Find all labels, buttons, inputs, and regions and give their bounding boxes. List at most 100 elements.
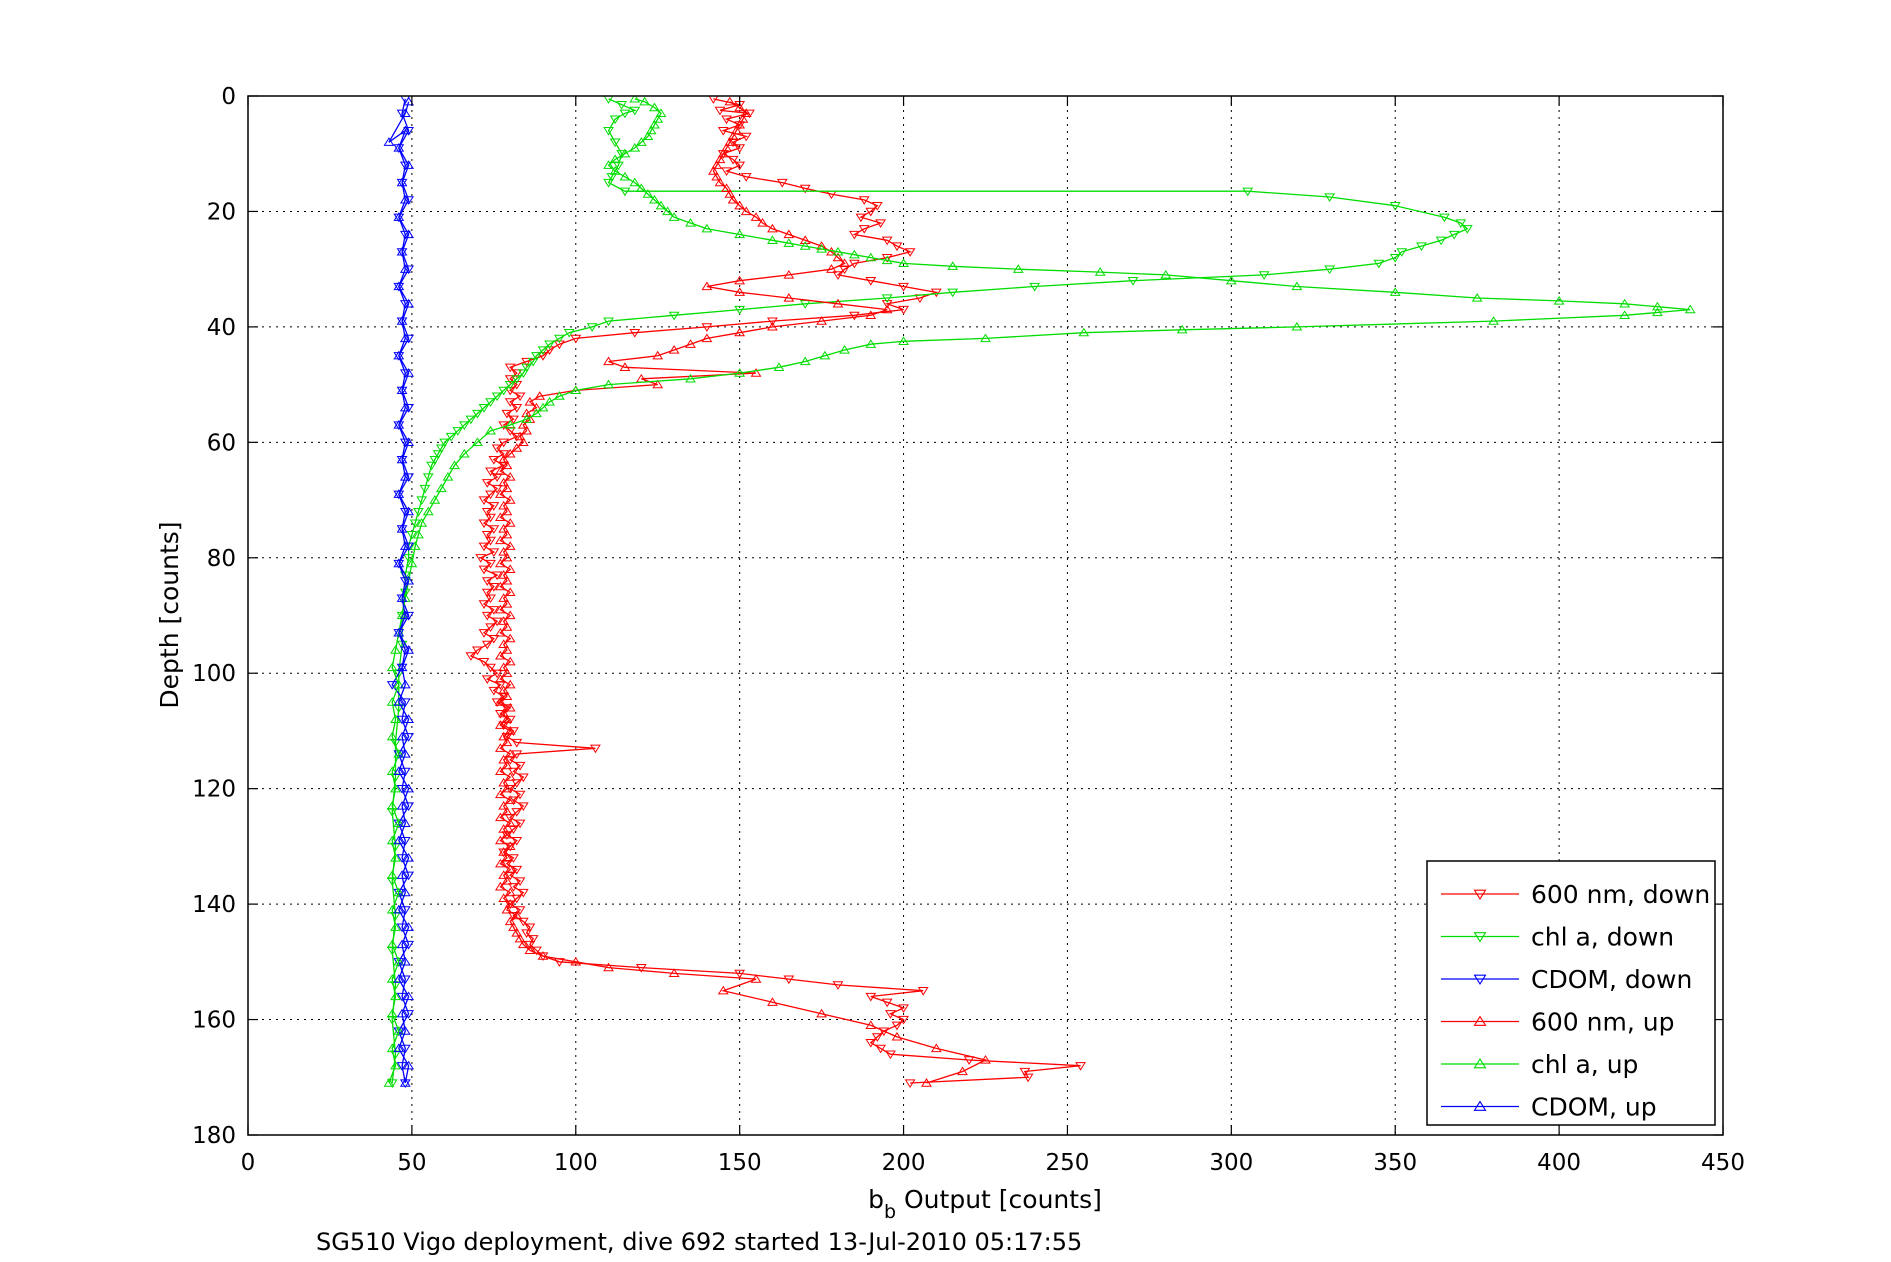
data-point-marker	[504, 495, 516, 504]
data-point-marker	[727, 138, 739, 148]
data-point-marker	[504, 380, 516, 390]
data-point-marker	[393, 766, 405, 775]
data-point-marker	[403, 991, 415, 1001]
data-point-marker	[403, 334, 415, 344]
data-point-marker	[390, 922, 401, 931]
data-point-marker	[494, 743, 506, 752]
data-point-marker	[511, 808, 523, 817]
data-point-marker	[524, 396, 536, 406]
data-point-marker	[980, 1054, 991, 1064]
data-point-marker	[511, 432, 523, 442]
data-point-marker	[504, 756, 516, 765]
data-point-marker	[848, 259, 860, 269]
data-point-marker	[717, 126, 729, 136]
data-point-marker	[452, 427, 464, 436]
data-point-marker	[750, 368, 762, 377]
data-point-marker	[399, 1078, 411, 1087]
data-point-marker	[881, 253, 893, 263]
legend: 600 nm, down chl a, down CDOM, down 600 nm,…	[1426, 860, 1716, 1126]
data-point-marker	[848, 249, 860, 259]
data-point-marker	[399, 125, 411, 135]
data-point-marker	[1160, 269, 1172, 279]
data-point-marker	[708, 96, 719, 104]
data-point-marker	[396, 800, 408, 810]
data-point-marker	[396, 785, 408, 794]
x-tick-label: 250	[1045, 1150, 1089, 1176]
data-point-marker	[1127, 277, 1139, 286]
data-point-marker	[839, 258, 850, 268]
data-point-marker	[590, 744, 601, 754]
data-point-marker	[406, 558, 418, 568]
data-point-marker	[517, 888, 529, 898]
data-point-marker	[773, 362, 785, 371]
y-axis-title: Depth [counts]	[155, 521, 184, 708]
data-point-marker	[501, 552, 513, 562]
data-point-marker	[498, 500, 510, 510]
data-point-marker	[1488, 316, 1499, 325]
data-point-marker	[393, 1026, 405, 1035]
data-point-marker	[619, 109, 631, 119]
x-axis-title-rest: Output [counts]	[896, 1185, 1102, 1214]
legend-label: CDOM, up	[1531, 1093, 1657, 1122]
data-point-marker	[386, 662, 398, 672]
data-point-marker	[816, 243, 828, 253]
data-point-marker	[511, 404, 523, 413]
data-point-marker	[642, 189, 654, 198]
data-point-marker	[826, 264, 837, 273]
data-point-marker	[649, 102, 660, 112]
data-point-marker	[544, 396, 555, 406]
data-point-marker	[494, 535, 506, 545]
data-point-marker	[603, 317, 614, 327]
data-point-marker	[494, 709, 506, 719]
data-point-marker	[494, 720, 506, 729]
data-point-marker	[511, 738, 523, 748]
data-point-marker	[652, 114, 664, 123]
data-point-marker	[1373, 259, 1385, 269]
data-point-marker	[517, 420, 529, 429]
data-point-marker	[481, 479, 493, 488]
data-point-marker	[396, 246, 408, 256]
data-point-marker	[403, 96, 415, 106]
data-point-marker	[980, 333, 991, 343]
data-point-marker	[399, 333, 411, 343]
data-point-marker	[891, 1021, 903, 1031]
data-point-marker	[1389, 253, 1401, 263]
data-point-marker	[848, 230, 860, 240]
data-point-marker	[491, 484, 503, 494]
data-point-marker	[606, 173, 618, 182]
data-point-marker	[399, 906, 411, 915]
data-point-marker	[498, 593, 510, 602]
data-point-marker	[432, 450, 444, 459]
data-point-marker	[1075, 1062, 1086, 1071]
data-point-marker	[963, 1056, 975, 1065]
data-point-marker	[783, 975, 795, 985]
data-point-marker	[524, 923, 536, 933]
data-point-marker	[668, 311, 680, 321]
data-point-marker	[393, 1043, 405, 1053]
data-point-marker	[603, 160, 614, 169]
data-point-marker	[750, 974, 762, 983]
data-point-marker	[403, 196, 415, 205]
data-point-marker	[498, 893, 510, 902]
data-point-marker	[511, 894, 523, 904]
data-point-marker	[399, 471, 411, 481]
data-point-marker	[521, 363, 533, 373]
data-point-marker	[498, 386, 510, 396]
data-point-marker	[875, 219, 887, 228]
x-tick-label: 350	[1373, 1150, 1417, 1176]
data-point-marker	[517, 802, 529, 811]
data-point-marker	[403, 160, 415, 169]
data-point-marker	[603, 379, 614, 389]
data-point-marker	[501, 575, 513, 585]
legend-label: chl a, up	[1531, 1050, 1638, 1079]
data-point-marker	[514, 761, 526, 771]
data-point-marker	[403, 542, 415, 552]
data-point-marker	[727, 155, 739, 165]
data-point-marker	[472, 409, 483, 419]
data-point-marker	[521, 408, 533, 418]
series-line	[499, 101, 988, 1084]
data-point-marker	[609, 154, 621, 164]
data-point-marker	[393, 697, 405, 706]
data-point-marker	[386, 681, 398, 690]
